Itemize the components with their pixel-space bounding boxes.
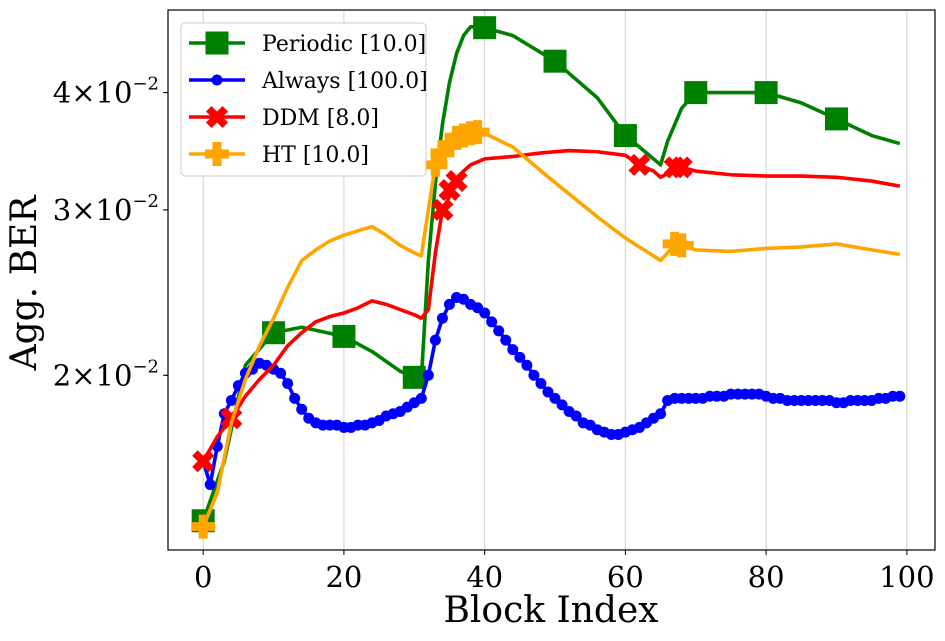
data-point-always-100-0	[296, 403, 308, 415]
data-point-always-100-0	[535, 378, 547, 390]
y-tick-label: 3×10−2	[53, 191, 159, 227]
data-point-always-100-0	[436, 312, 448, 324]
data-point-always-100-0	[542, 386, 554, 398]
data-point-ht-10-0	[191, 514, 216, 539]
data-point-ht-10-0	[437, 132, 462, 157]
y-axis-title: Agg. BER	[4, 195, 45, 372]
data-point-always-100-0	[894, 390, 906, 402]
legend: Periodic [10.0] Always [100.0] DDM [8.0] HT…	[180, 22, 428, 177]
legend-entry-ddm-8-0: DDM [8.0]	[189, 106, 379, 131]
legend-label: HT [10.0]	[262, 143, 369, 168]
data-point-always-100-0	[493, 325, 505, 337]
legend-label: Periodic [10.0]	[262, 32, 426, 57]
data-point-always-100-0	[514, 351, 526, 363]
data-point-always-100-0	[422, 369, 434, 381]
data-point-always-100-0	[204, 479, 216, 491]
series-always-100-0	[197, 292, 906, 491]
data-point-ht-10-0	[430, 140, 455, 165]
data-point-ddm-8-0	[192, 450, 215, 473]
data-point-ddm-8-0	[628, 153, 651, 176]
data-point-always-100-0	[549, 392, 561, 404]
data-point-always-100-0	[570, 410, 582, 422]
x-tick-label: 0	[194, 560, 212, 594]
x-tick-label: 20	[325, 560, 362, 594]
y-ticks: 2×10−2 3×10−2 4×10−2	[53, 74, 168, 392]
x-tick-label: 80	[748, 560, 785, 594]
legend-box	[180, 22, 427, 177]
data-point-always-100-0	[479, 307, 491, 319]
x-tick-label: 60	[607, 560, 644, 594]
legend-marker	[205, 31, 229, 55]
x-tick-label: 100	[879, 560, 934, 594]
plot-frame	[167, 9, 936, 551]
data-point-periodic-10-0	[402, 365, 426, 389]
data-point-always-100-0	[443, 298, 455, 310]
data-point-periodic-10-0	[613, 124, 637, 148]
data-point-ht-10-0	[669, 233, 694, 258]
data-point-always-100-0	[415, 392, 427, 404]
data-point-always-100-0	[556, 399, 568, 411]
x-axis-title: Block Index	[443, 590, 658, 631]
data-point-ddm-8-0	[431, 198, 454, 221]
series-ddm-8-0	[192, 148, 901, 473]
y-tick-label: 2×10−2	[53, 356, 159, 392]
data-point-always-100-0	[528, 369, 540, 381]
data-point-periodic-10-0	[543, 49, 567, 73]
legend-label: Always [100.0]	[261, 69, 428, 94]
data-point-always-100-0	[655, 408, 667, 420]
legend-entry-always-100-0: Always [100.0]	[189, 69, 428, 94]
data-point-always-100-0	[486, 316, 498, 328]
data-point-always-100-0	[521, 359, 533, 371]
legend-label: DDM [8.0]	[262, 106, 379, 131]
data-point-always-100-0	[282, 378, 294, 390]
data-point-ddm-8-0	[670, 156, 693, 179]
legend-marker	[211, 74, 223, 86]
legend-marker	[206, 106, 228, 128]
data-point-ddm-8-0	[445, 170, 468, 193]
legend-entry-ht-10-0: HT [10.0]	[189, 142, 369, 168]
data-point-always-100-0	[507, 344, 519, 356]
data-point-always-100-0	[275, 367, 287, 379]
legend-marker	[205, 142, 229, 166]
data-point-periodic-10-0	[684, 81, 708, 105]
y-tick-label: 4×10−2	[53, 74, 159, 110]
data-point-ht-10-0	[423, 152, 448, 177]
data-point-always-100-0	[429, 334, 441, 346]
data-point-periodic-10-0	[332, 324, 356, 348]
x-ticks: 0 20 40 60 80 100	[194, 550, 935, 594]
series-group	[191, 16, 906, 539]
legend-entry-periodic-10-0: Periodic [10.0]	[189, 31, 426, 57]
data-point-always-100-0	[225, 395, 237, 407]
data-point-always-100-0	[500, 334, 512, 346]
data-point-ht-10-0	[465, 120, 490, 145]
x-tick-label: 40	[466, 560, 503, 594]
data-point-periodic-10-0	[473, 16, 497, 40]
data-point-periodic-10-0	[824, 107, 848, 131]
data-point-always-100-0	[289, 392, 301, 404]
data-point-periodic-10-0	[754, 81, 778, 105]
series-ht-10-0	[191, 120, 901, 539]
